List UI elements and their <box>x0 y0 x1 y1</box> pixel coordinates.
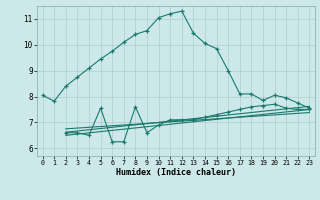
X-axis label: Humidex (Indice chaleur): Humidex (Indice chaleur) <box>116 168 236 177</box>
